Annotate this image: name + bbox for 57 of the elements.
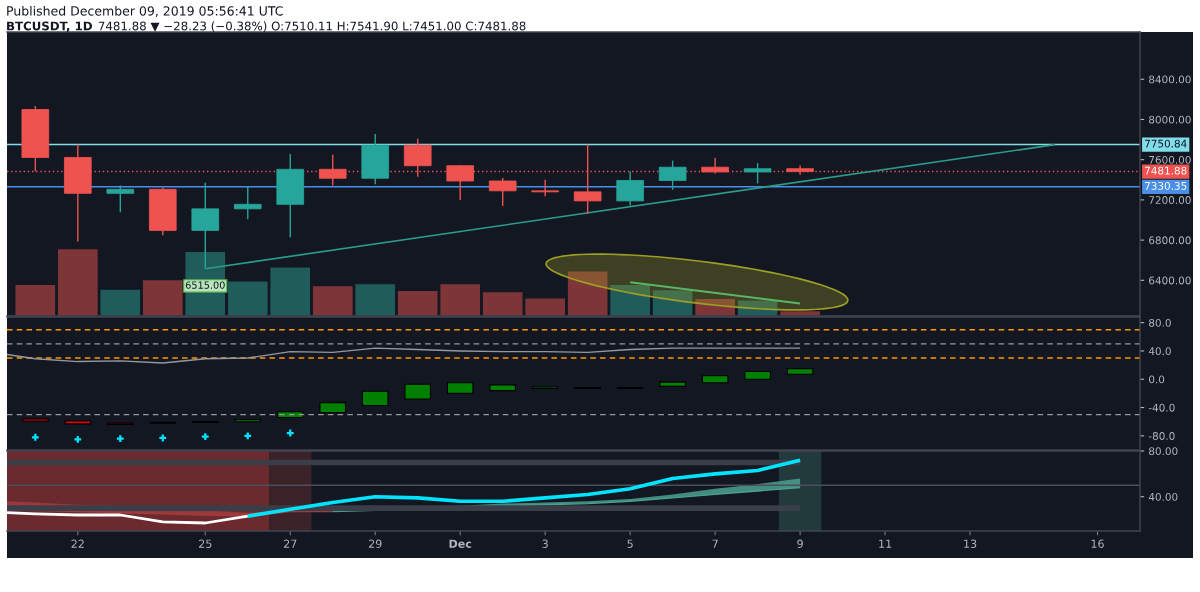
x-tick-label: 25 bbox=[199, 539, 212, 548]
y-tick-label: -40.0 bbox=[1148, 403, 1175, 412]
x-tick-label: 29 bbox=[368, 539, 382, 548]
bar bbox=[22, 418, 49, 422]
bar bbox=[234, 419, 262, 423]
chart-title: BTCUSDT, 1D bbox=[7, 21, 92, 32]
ref-line-label: 7481.88 bbox=[1145, 166, 1187, 175]
bar bbox=[319, 402, 347, 414]
y-tick-label: -80.0 bbox=[1148, 432, 1175, 440]
y-tick-label: 7200.00 bbox=[1149, 196, 1191, 204]
x-tick-label: 9 bbox=[797, 539, 803, 548]
x-tick-label: 3 bbox=[542, 539, 548, 548]
bar bbox=[446, 382, 474, 394]
candlestick bbox=[531, 179, 559, 197]
y-tick-label: 40.00 bbox=[1148, 492, 1178, 501]
annotation: 6515.00 bbox=[185, 281, 225, 289]
y-tick-label: 80.0 bbox=[1149, 318, 1171, 327]
bar bbox=[744, 370, 771, 380]
candlestick bbox=[106, 184, 135, 214]
y-tick-label: 40.0 bbox=[1148, 347, 1171, 356]
x-tick-label: 13 bbox=[964, 539, 977, 548]
point bbox=[201, 433, 209, 440]
y-tick-label: 7600.00 bbox=[1149, 155, 1191, 164]
y-tick-label: 8400.00 bbox=[1149, 75, 1191, 84]
bar bbox=[659, 381, 686, 387]
ref-line-label: 7330.35 bbox=[1145, 181, 1187, 190]
y-tick-label: 0.0 bbox=[1149, 375, 1165, 384]
text: Published December 09, 2019 05:56:41 UTC bbox=[7, 5, 283, 17]
x-tick-label: 7 bbox=[712, 539, 718, 548]
x-tick-label: 16 bbox=[1091, 539, 1104, 548]
ref-line-label: 7750.84 bbox=[1145, 139, 1187, 148]
bar bbox=[276, 411, 304, 419]
bar bbox=[489, 384, 516, 392]
y-tick-label: 80.00 bbox=[1149, 447, 1178, 456]
x-tick-label: 22 bbox=[71, 539, 84, 548]
point bbox=[31, 433, 39, 441]
point bbox=[74, 435, 82, 443]
x-tick-label: Dec bbox=[449, 539, 472, 548]
point bbox=[244, 432, 252, 440]
bar bbox=[786, 368, 814, 375]
candlestick bbox=[233, 185, 262, 220]
y-tick-label: 6800.00 bbox=[1149, 236, 1191, 245]
point bbox=[116, 435, 124, 443]
line-series bbox=[245, 458, 802, 518]
x-tick-label: 5 bbox=[627, 539, 633, 548]
y-tick-label: 8000.00 bbox=[1149, 115, 1191, 124]
line-series bbox=[7, 511, 250, 525]
line-series bbox=[7, 347, 801, 364]
bar bbox=[701, 375, 729, 384]
x-tick-label: 27 bbox=[283, 539, 297, 548]
chart-subtitle: 7481.88 ▼ −28.23 (−0.38%) O:7510.11 H:7541.90 L:7451.00 C:7481.88 bbox=[98, 21, 526, 32]
y-tick-label: 6400.00 bbox=[1149, 276, 1191, 285]
bar bbox=[361, 390, 389, 406]
x-tick-label: 11 bbox=[879, 539, 892, 548]
candlestick bbox=[743, 162, 772, 185]
bar bbox=[404, 383, 432, 400]
bar bbox=[64, 420, 92, 425]
